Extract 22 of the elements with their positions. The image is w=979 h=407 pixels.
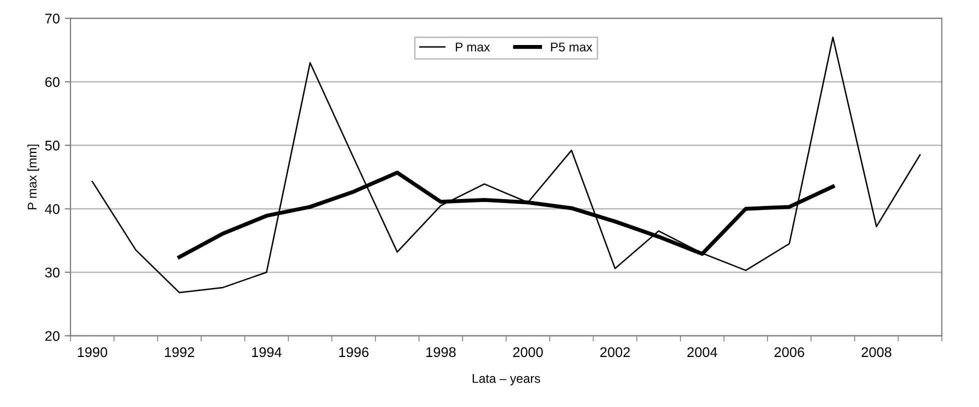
x-tick-label: 2008 [862,347,892,358]
x-tick-label: 2000 [513,347,543,358]
x-axis-title: Lata – years [472,374,540,386]
legend-label: P max [456,42,490,52]
y-axis-title: P max [mm] [27,144,40,210]
x-tick-label: 1992 [165,347,194,358]
x-tick-label: 1998 [426,347,456,358]
x-tick-label: 2006 [774,347,804,358]
x-tick-label: 2002 [600,347,630,358]
line-series [177,170,835,259]
x-tick-label: 1990 [78,347,108,358]
y-tick-label: 40 [44,204,60,214]
x-tick-label: 1996 [339,347,369,358]
y-tick-label: 30 [45,268,60,278]
x-tick-label: 2004 [687,347,718,358]
legend-label: P5 max [551,42,592,52]
line-series [92,36,921,294]
y-tick-label: 70 [45,14,60,24]
x-tick-label: 1994 [252,347,282,358]
y-tick-label: 50 [45,140,60,150]
y-tick-label: 20 [45,331,60,341]
y-tick-label: 60 [45,77,60,87]
